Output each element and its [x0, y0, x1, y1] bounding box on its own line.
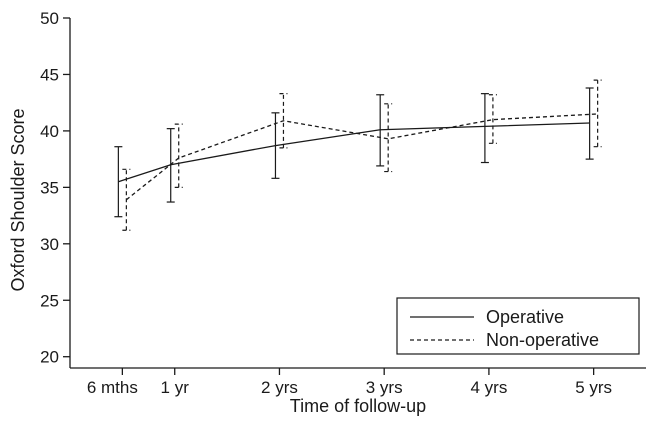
y-tick-label: 45: [40, 65, 59, 84]
error-bar-non-operative: [122, 168, 131, 231]
x-tick-label: 5 yrs: [575, 378, 612, 397]
y-tick-label: 35: [40, 178, 59, 197]
x-axis-ticks: 6 mths 1 yr 2 yrs 3 yrs 4 yrs 5 yrs: [87, 368, 612, 397]
error-bar-non-operative: [488, 94, 497, 144]
y-tick-label: 50: [40, 9, 59, 28]
error-bar-non-operative: [174, 123, 183, 188]
x-tick-label: 3 yrs: [366, 378, 403, 397]
x-tick-label: 4 yrs: [470, 378, 507, 397]
legend: Operative Non-operative: [396, 297, 640, 355]
error-bar-operative: [376, 94, 385, 167]
error-bar-operative: [585, 87, 594, 160]
error-bar-operative: [166, 128, 175, 203]
x-tick-label: 1 yr: [161, 378, 190, 397]
error-bar-operative: [480, 93, 489, 164]
axes: [69, 18, 646, 369]
y-axis-ticks: 20 25 30 35 40 45 50: [40, 9, 70, 367]
y-tick-label: 25: [40, 291, 59, 310]
y-axis-title: Oxford Shoulder Score: [8, 108, 28, 291]
error-bar-operative: [114, 146, 123, 218]
series-line-operative: [118, 122, 590, 183]
y-tick-label: 30: [40, 235, 59, 254]
series-line-non-operative: [125, 113, 598, 201]
x-tick-label: 2 yrs: [261, 378, 298, 397]
error-bar-non-operative: [593, 79, 602, 148]
error-bar-non-operative: [279, 93, 288, 149]
y-tick-label: 20: [40, 348, 59, 367]
error-bar-non-operative: [384, 103, 393, 173]
x-tick-label: 6 mths: [87, 378, 138, 397]
legend-label-operative: Operative: [486, 307, 564, 327]
y-tick-label: 40: [40, 122, 59, 141]
legend-label-non-operative: Non-operative: [486, 330, 599, 350]
legend-box: [396, 297, 640, 355]
x-axis-title: Time of follow-up: [290, 396, 426, 416]
series-layer: [114, 79, 602, 231]
